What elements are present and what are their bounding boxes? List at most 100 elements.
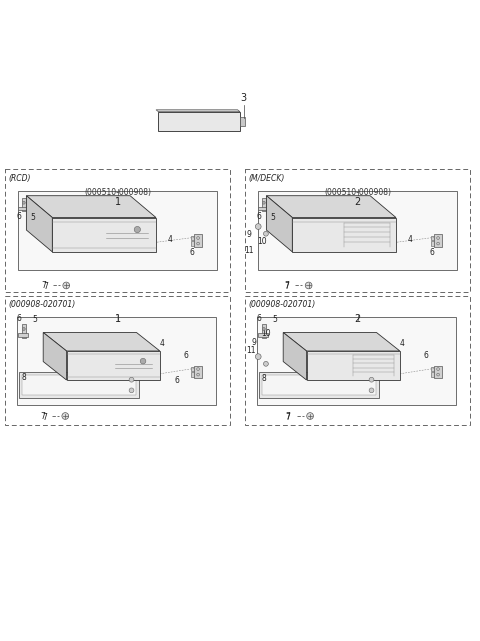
Text: 3: 3: [241, 93, 247, 103]
Text: 8: 8: [262, 374, 266, 383]
Text: (RCD): (RCD): [9, 174, 31, 183]
Text: 7: 7: [41, 412, 46, 420]
Text: 10: 10: [262, 329, 271, 338]
Text: 5: 5: [30, 213, 35, 222]
Bar: [262, 198, 266, 212]
Bar: [336, 375, 344, 378]
Text: 6: 6: [184, 351, 189, 360]
Text: 4: 4: [400, 339, 405, 348]
Bar: [259, 372, 379, 398]
Text: 4: 4: [408, 235, 413, 244]
Circle shape: [129, 388, 134, 393]
Text: 7: 7: [284, 281, 289, 290]
Bar: [262, 374, 376, 395]
Bar: [431, 372, 434, 377]
Circle shape: [129, 378, 134, 382]
Polygon shape: [26, 196, 156, 217]
Text: 1: 1: [115, 197, 120, 207]
Bar: [191, 242, 194, 246]
Bar: [298, 246, 308, 250]
Bar: [324, 246, 335, 250]
Text: 6: 6: [424, 351, 429, 360]
Circle shape: [307, 413, 313, 419]
Bar: [19, 372, 139, 398]
Circle shape: [134, 226, 141, 233]
Circle shape: [437, 368, 440, 370]
Bar: [18, 206, 28, 210]
Bar: [297, 226, 336, 244]
Circle shape: [63, 282, 70, 289]
Text: 7: 7: [286, 412, 290, 420]
Bar: [67, 351, 160, 380]
Bar: [311, 246, 321, 250]
Bar: [22, 198, 26, 212]
Circle shape: [23, 328, 25, 330]
Bar: [191, 367, 194, 371]
Bar: [258, 333, 268, 337]
Circle shape: [197, 368, 200, 370]
Polygon shape: [156, 110, 240, 112]
Text: 5: 5: [32, 315, 37, 324]
Text: 7: 7: [42, 281, 47, 290]
Circle shape: [369, 378, 374, 382]
Polygon shape: [43, 333, 160, 351]
Text: 6: 6: [17, 212, 22, 221]
Bar: [18, 191, 217, 270]
Text: 11: 11: [244, 246, 253, 255]
Text: 6: 6: [257, 212, 262, 221]
Bar: [324, 375, 333, 378]
Circle shape: [197, 242, 200, 245]
Text: (000908-020701): (000908-020701): [249, 301, 316, 310]
Text: 5: 5: [270, 213, 275, 222]
Text: 2: 2: [354, 314, 361, 324]
Bar: [22, 324, 26, 338]
Bar: [194, 365, 202, 378]
Text: 7: 7: [42, 413, 47, 422]
Circle shape: [197, 237, 200, 239]
Text: (000908-020701): (000908-020701): [9, 301, 76, 310]
Circle shape: [305, 282, 312, 289]
Circle shape: [255, 224, 261, 229]
Circle shape: [264, 231, 268, 236]
Bar: [240, 117, 245, 126]
Polygon shape: [266, 196, 292, 252]
Text: 5: 5: [272, 315, 277, 324]
Bar: [307, 351, 400, 380]
Bar: [191, 372, 194, 377]
Polygon shape: [283, 333, 400, 351]
Bar: [431, 242, 434, 246]
Text: 7: 7: [285, 283, 289, 292]
Text: 8: 8: [22, 372, 26, 381]
Polygon shape: [26, 196, 52, 252]
Text: 2: 2: [354, 197, 361, 207]
Bar: [310, 358, 346, 374]
Circle shape: [140, 358, 146, 364]
Bar: [158, 112, 240, 131]
Circle shape: [197, 373, 200, 376]
Text: (M/DECK): (M/DECK): [249, 174, 285, 183]
Circle shape: [255, 354, 261, 360]
Bar: [18, 333, 28, 337]
Text: 7: 7: [43, 283, 48, 292]
Bar: [257, 317, 456, 406]
Bar: [58, 224, 101, 246]
Text: 7: 7: [286, 413, 290, 422]
Polygon shape: [283, 333, 307, 380]
Text: 9: 9: [246, 229, 251, 238]
Text: 9: 9: [251, 338, 256, 347]
Text: 10: 10: [257, 237, 266, 246]
Bar: [434, 235, 442, 247]
Bar: [52, 217, 156, 252]
Bar: [194, 235, 202, 247]
Polygon shape: [266, 196, 396, 217]
Text: (000510-000908): (000510-000908): [84, 188, 151, 197]
Text: 6: 6: [17, 313, 22, 322]
Bar: [434, 365, 442, 378]
Bar: [191, 236, 194, 240]
Text: (000510-000908): (000510-000908): [324, 188, 391, 197]
Circle shape: [437, 373, 440, 376]
Circle shape: [62, 413, 69, 419]
Circle shape: [437, 237, 440, 239]
Bar: [22, 374, 136, 395]
Text: 6: 6: [257, 313, 262, 322]
